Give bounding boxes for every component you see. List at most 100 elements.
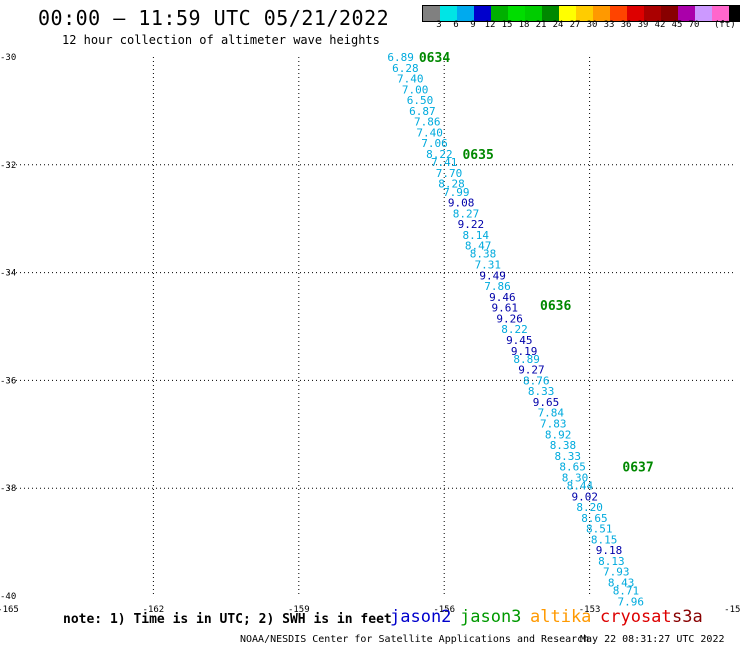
color-scale-tick-label: 9 [470, 20, 476, 30]
color-scale-tick-label: 15 [501, 20, 513, 30]
swh-data-label: 7.31 [475, 259, 502, 272]
y-tick-label: -34 [0, 269, 16, 279]
swh-data-label: 7.86 [414, 116, 441, 129]
swh-data-label: 7.84 [538, 407, 565, 420]
color-scale-tick-label: 30 [586, 20, 598, 30]
color-swatch [678, 6, 695, 21]
swh-data-label: 9.26 [496, 312, 523, 325]
color-swatch [610, 6, 627, 21]
swh-data-label: 7.83 [540, 418, 567, 431]
swh-data-label: 8.44 [567, 480, 594, 493]
x-tick-label: -159 [288, 605, 310, 615]
swh-data-label: 7.96 [618, 595, 645, 608]
color-swatch [559, 6, 576, 21]
swh-data-label: 8.22 [501, 323, 528, 336]
x-tick-label: -162 [143, 605, 165, 615]
color-swatch [644, 6, 661, 21]
x-tick-label: -153 [579, 605, 601, 615]
satellite-legend-item: altika [530, 607, 592, 627]
swh-data-label: 9.08 [448, 197, 475, 210]
swh-data-label: 9.27 [518, 364, 545, 377]
swh-data-label: 8.38 [550, 439, 577, 452]
color-scale-tick-label: 18 [518, 20, 530, 30]
swh-data-label: 9.02 [572, 490, 599, 503]
time-label: 0637 [622, 461, 653, 476]
swh-data-label: 7.40 [416, 126, 443, 139]
time-label: 0636 [540, 299, 571, 314]
y-tick-label: -36 [0, 376, 16, 386]
color-scale-bar [422, 5, 740, 22]
satellite-legend-item: cryosat [600, 607, 672, 627]
color-swatch [423, 6, 440, 21]
satellite-legend-item: jason2 [390, 607, 452, 627]
y-tick-label: -38 [0, 484, 16, 494]
timestamp: May 22 08:31:27 UTC 2022 [580, 634, 725, 645]
swh-data-label: 8.22 [426, 148, 453, 161]
y-tick-label: -30 [0, 53, 16, 63]
color-swatch [695, 6, 712, 21]
y-tick-label: -40 [0, 592, 16, 602]
swh-data-label: 9.65 [533, 396, 560, 409]
swh-data-label: 7.70 [436, 167, 463, 180]
color-scale-tick-label: 21 [535, 20, 547, 30]
color-swatch [508, 6, 525, 21]
color-scale-tick-label: 45 [671, 20, 683, 30]
swh-data-label: 6.50 [407, 94, 434, 107]
swh-data-label: 7.93 [603, 566, 630, 579]
swh-data-label: 9.46 [489, 291, 516, 304]
swh-data-label: 7.06 [421, 137, 448, 150]
x-tick-label: -165 [0, 605, 19, 615]
swh-data-label: 6.87 [409, 105, 436, 118]
swh-data-label: 8.65 [581, 512, 608, 525]
color-scale-tick-label: 70 [688, 20, 700, 30]
swh-data-label: 8.33 [555, 450, 582, 463]
swh-data-label: 8.43 [608, 577, 635, 590]
color-scale-tick-label: 36 [620, 20, 632, 30]
swh-data-label: 9.19 [511, 345, 538, 358]
color-scale-labels: 3 6 9 12 15 18 21 24 27 30 33 36 39 42 45 70 (ft) [422, 20, 740, 34]
swh-data-label: 8.27 [453, 207, 480, 220]
page-title: 00:00 – 11:59 UTC 05/21/2022 [38, 6, 390, 30]
swh-data-label: 9.22 [458, 218, 485, 231]
y-tick-label: -32 [0, 161, 16, 171]
swh-data-label: 7.99 [443, 186, 470, 199]
swh-data-label: 8.92 [545, 428, 572, 441]
color-swatch [729, 6, 740, 21]
swh-data-label: 8.14 [462, 229, 489, 242]
swh-data-label: 8.38 [470, 248, 497, 261]
color-scale-tick-label: 39 [637, 20, 649, 30]
swh-data-label: 9.61 [492, 302, 519, 315]
swh-data-label: 8.89 [513, 353, 540, 366]
swh-data-label: 9.49 [479, 269, 506, 282]
color-scale-unit: (ft) [714, 20, 736, 30]
page-subtitle: 12 hour collection of altimeter wave hei… [62, 33, 380, 47]
color-swatch [440, 6, 457, 21]
color-scale-tick-label: 24 [552, 20, 564, 30]
x-tick-label: -150 [724, 605, 740, 615]
swh-data-label: 7.40 [397, 73, 424, 86]
swh-data-label: 7.86 [484, 280, 511, 293]
swh-data-label: 8.28 [438, 178, 465, 191]
time-label: 0635 [462, 148, 493, 163]
color-swatch [576, 6, 593, 21]
swh-data-label: 8.20 [576, 501, 603, 514]
credit-text: NOAA/NESDIS Center for Satellite Applica… [240, 634, 590, 645]
color-swatch [474, 6, 491, 21]
color-swatch [542, 6, 559, 21]
swh-data-label: 9.18 [596, 544, 623, 557]
color-scale-tick-label: 3 [436, 20, 442, 30]
swh-data-label: 8.15 [591, 533, 618, 546]
swh-data-label: 9.45 [506, 334, 533, 347]
swh-data-label: 8.33 [528, 385, 555, 398]
swh-data-label: 6.28 [392, 62, 419, 75]
swh-data-label: 8.47 [465, 240, 492, 253]
satellite-legend-item: jason3 [460, 607, 522, 627]
color-swatch [661, 6, 678, 21]
swh-data-label: 8.13 [598, 555, 625, 568]
footer-note: note: 1) Time is in UTC; 2) SWH is in fe… [63, 612, 392, 627]
swh-data-label: 8.71 [613, 585, 640, 598]
color-scale-tick-label: 6 [453, 20, 459, 30]
satellite-legend-item: s3a [672, 607, 703, 627]
time-label: 0634 [419, 51, 450, 66]
